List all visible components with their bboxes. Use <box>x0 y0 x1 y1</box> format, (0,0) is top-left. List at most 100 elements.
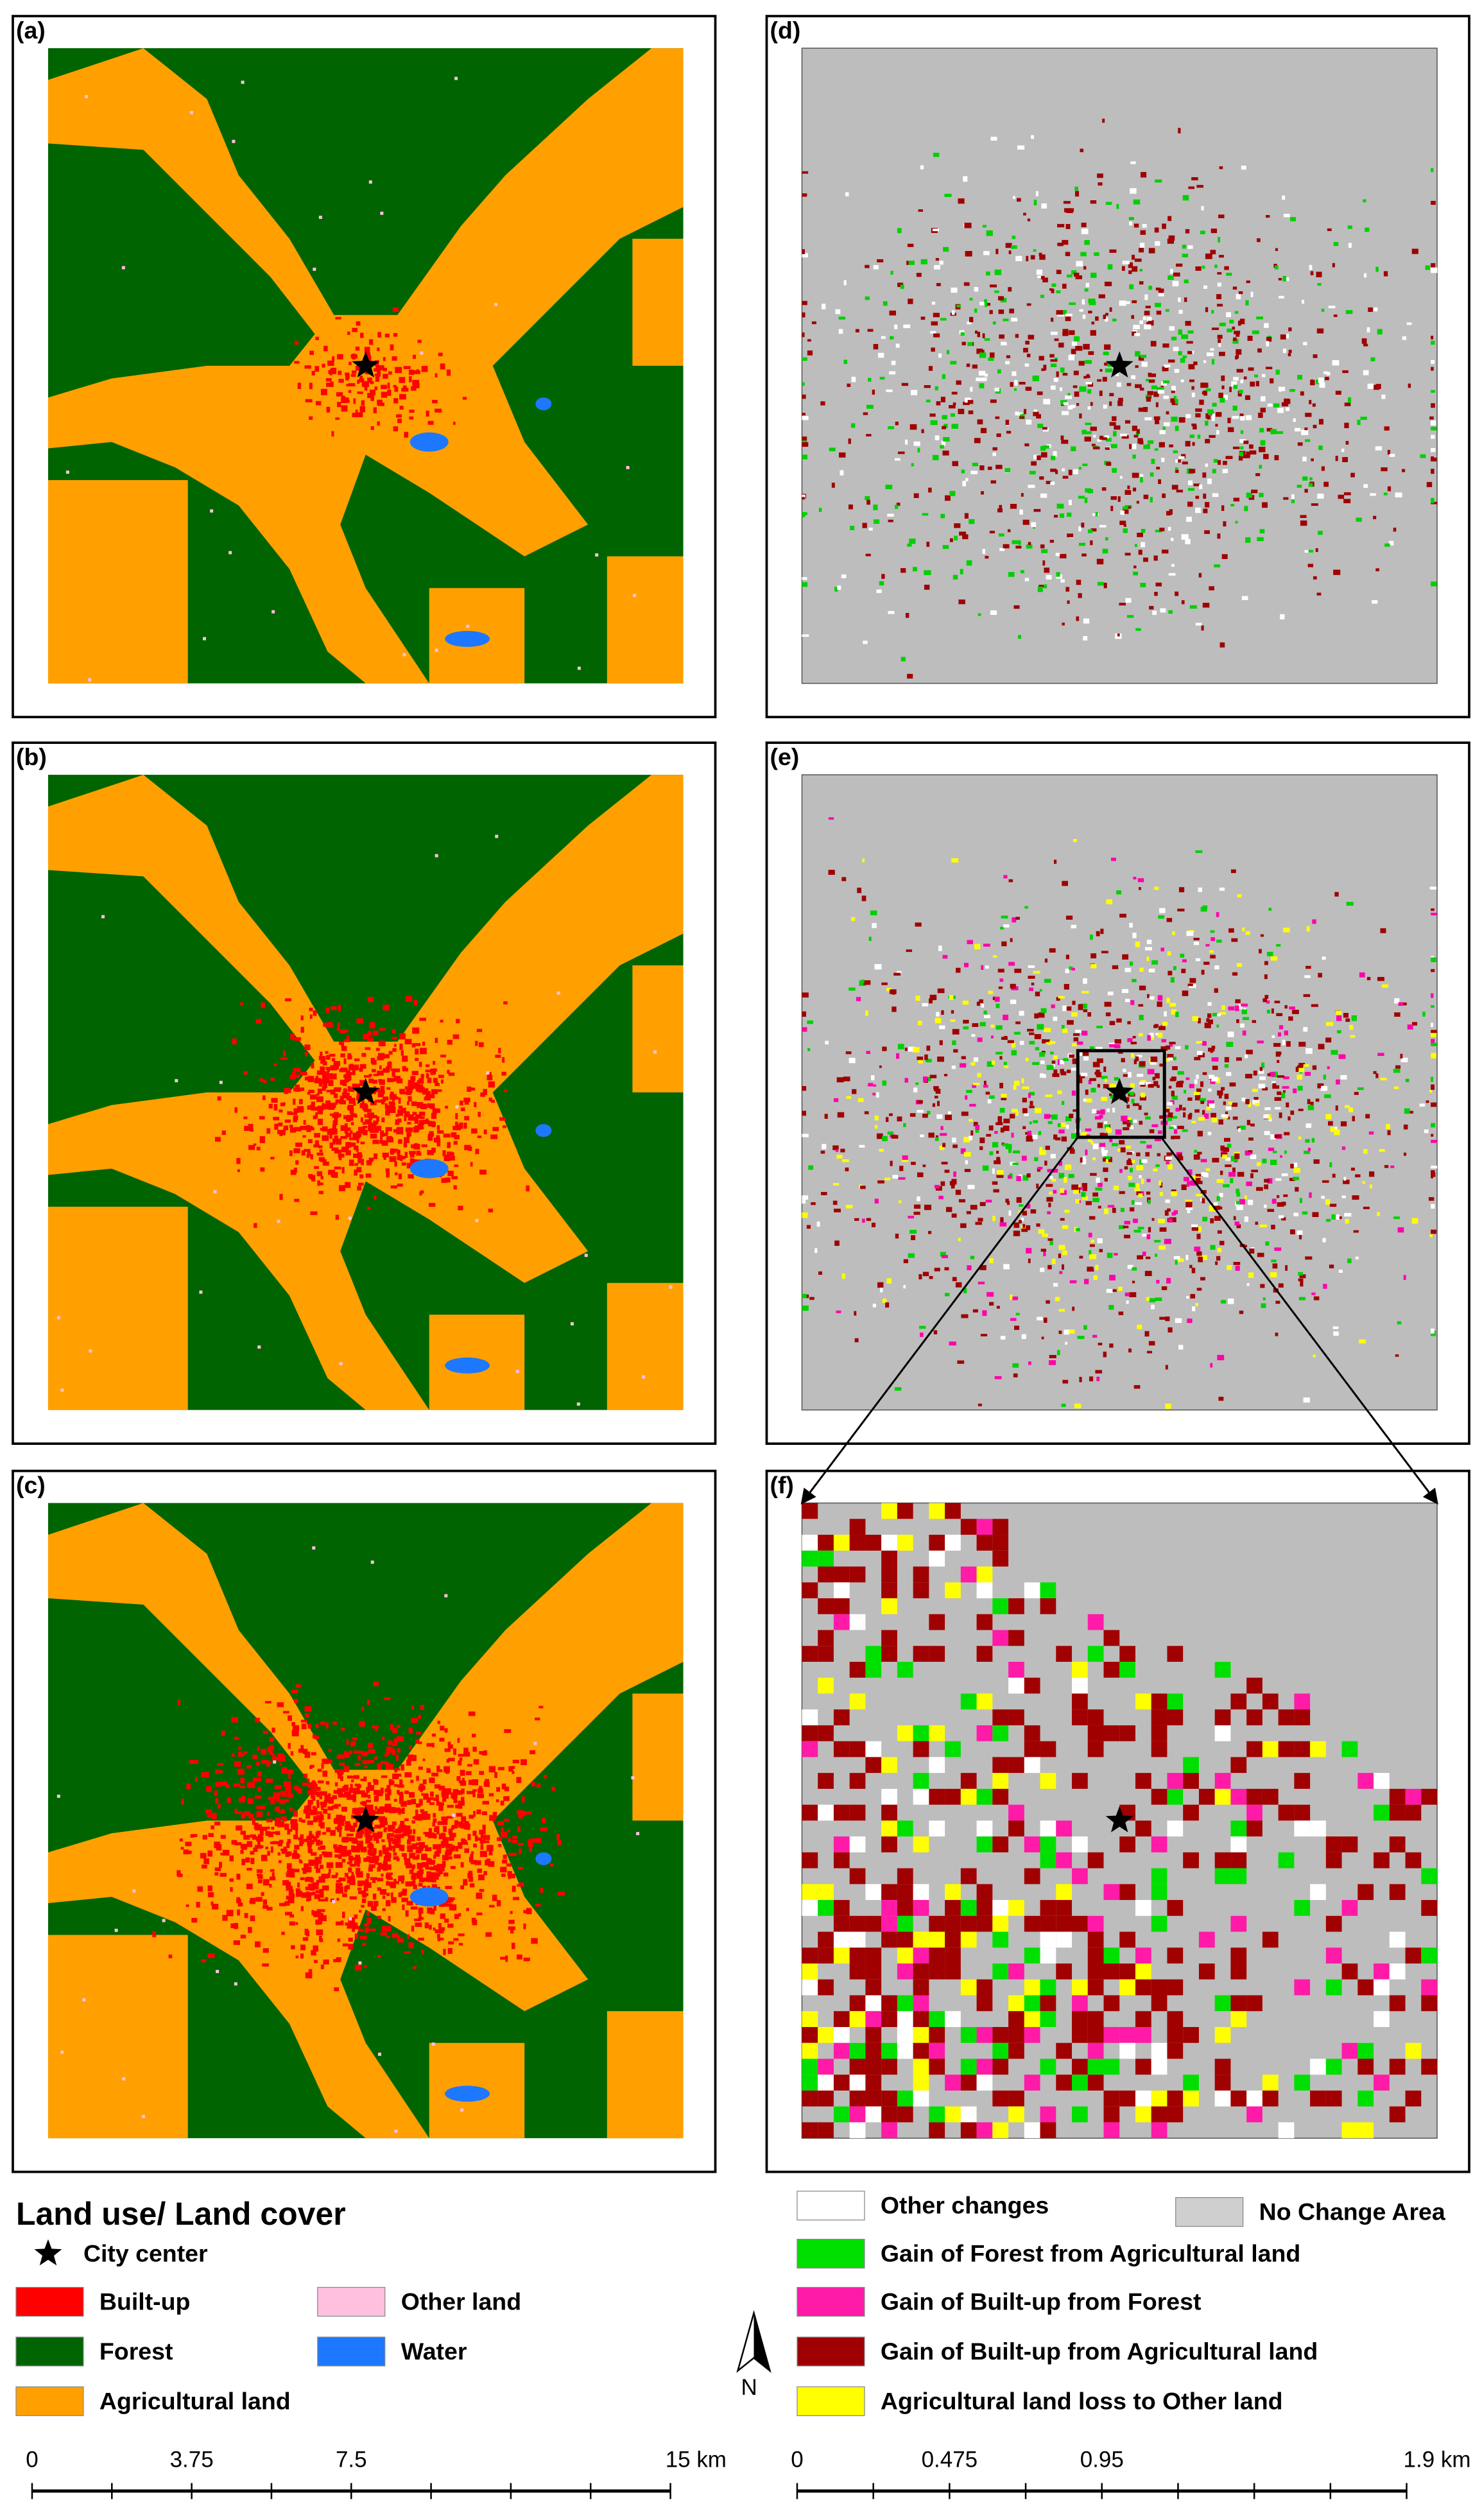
built-up-patch <box>427 1135 433 1141</box>
built-up-patch <box>401 1897 408 1903</box>
change-patch <box>1185 1202 1193 1208</box>
change-patch <box>1270 1134 1276 1140</box>
change-patch <box>1065 1125 1069 1129</box>
change-patch <box>1164 364 1171 368</box>
change-patch <box>1079 1377 1082 1383</box>
change-patch <box>1303 994 1311 997</box>
built-up-patch <box>502 1860 508 1864</box>
change-patch <box>1191 1227 1199 1231</box>
change-patch <box>1064 208 1071 212</box>
change-patch <box>1250 381 1255 387</box>
built-up-patch <box>404 1114 407 1121</box>
change-patch <box>897 1044 904 1049</box>
built-up-patch <box>286 1885 293 1891</box>
change-patch <box>1085 488 1091 493</box>
change-patch <box>834 1240 840 1246</box>
change-patch <box>1147 391 1153 395</box>
built-up-patch <box>313 1910 320 1917</box>
change-patch <box>1016 1197 1022 1203</box>
change-patch <box>951 1066 956 1069</box>
change-patch <box>1165 1365 1168 1370</box>
built-up-patch <box>365 1927 369 1933</box>
change-patch <box>1195 413 1201 418</box>
built-up-patch <box>275 1817 280 1823</box>
change-patch <box>1218 237 1221 243</box>
change-patch <box>1315 1098 1320 1102</box>
built-up-patch <box>363 1858 371 1862</box>
change-patch <box>1219 397 1225 403</box>
built-up-patch <box>350 1741 356 1747</box>
change-patch <box>950 1019 956 1022</box>
change-patch <box>1028 334 1035 340</box>
built-up-patch <box>502 1125 506 1128</box>
other-land-patch <box>394 2129 398 2133</box>
built-up-patch <box>394 1161 397 1167</box>
built-up-patch <box>254 1795 262 1799</box>
change-patch <box>1112 965 1119 969</box>
change-patch <box>1191 423 1196 427</box>
change-patch <box>1207 1019 1214 1024</box>
built-up-patch <box>263 1948 269 1953</box>
change-patch <box>1304 549 1309 553</box>
change-patch <box>1394 1012 1400 1017</box>
built-up-patch <box>409 410 415 413</box>
change-patch <box>1232 338 1239 344</box>
change-patch <box>1381 394 1386 399</box>
change-patch <box>1129 284 1134 289</box>
change-patch <box>1118 1051 1123 1054</box>
change-patch <box>1313 354 1318 358</box>
change-patch <box>1168 1085 1172 1089</box>
change-patch <box>903 324 911 329</box>
built-up-patch <box>248 1927 252 1933</box>
built-up-patch <box>394 386 399 392</box>
change-patch <box>1096 1376 1100 1381</box>
change-patch <box>1301 300 1304 304</box>
change-patch <box>897 1116 902 1122</box>
built-up-patch <box>368 1860 375 1863</box>
change-patch <box>994 1160 1001 1164</box>
change-patch <box>1053 1189 1057 1194</box>
built-up-patch <box>460 1770 465 1776</box>
change-patch <box>1338 494 1345 499</box>
built-up-patch <box>356 1861 360 1867</box>
change-patch <box>1025 386 1032 391</box>
change-patch <box>1152 1076 1156 1081</box>
built-up-patch <box>320 1066 325 1073</box>
built-up-patch <box>322 1161 329 1166</box>
built-up-patch <box>379 1079 385 1085</box>
built-up-patch <box>463 1123 467 1129</box>
change-patch <box>1227 417 1231 424</box>
change-patch <box>802 249 806 254</box>
built-up-patch <box>322 1103 325 1109</box>
built-up-patch <box>471 1851 474 1854</box>
change-patch <box>1293 418 1296 422</box>
change-patch <box>1060 1069 1064 1073</box>
built-up-patch <box>376 1116 379 1122</box>
change-patch <box>1168 359 1175 363</box>
change-patch <box>1408 383 1411 388</box>
built-up-patch <box>289 1807 293 1811</box>
built-up-patch <box>455 1113 458 1119</box>
change-patch <box>1178 887 1185 893</box>
panel-label: (c) <box>16 1472 46 1499</box>
change-patch <box>1036 414 1041 419</box>
change-patch <box>1352 1195 1359 1200</box>
built-up-patch <box>354 1811 361 1818</box>
built-up-patch <box>328 1080 334 1087</box>
change-patch <box>1049 1176 1053 1179</box>
change-patch <box>1216 1078 1220 1083</box>
change-patch <box>1042 1074 1046 1078</box>
change-patch <box>1137 438 1143 444</box>
change-patch <box>1224 1064 1229 1068</box>
change-patch <box>1165 309 1169 312</box>
change-patch <box>862 522 867 528</box>
built-up-patch <box>236 1899 241 1904</box>
change-patch <box>1243 440 1249 444</box>
change-patch <box>1073 385 1078 388</box>
change-patch <box>1062 1264 1064 1270</box>
change-patch <box>1047 1121 1053 1125</box>
built-up-patch <box>355 1135 358 1138</box>
other-land-patch <box>82 1998 86 2002</box>
change-patch <box>1008 250 1012 254</box>
built-up-patch <box>390 344 394 350</box>
